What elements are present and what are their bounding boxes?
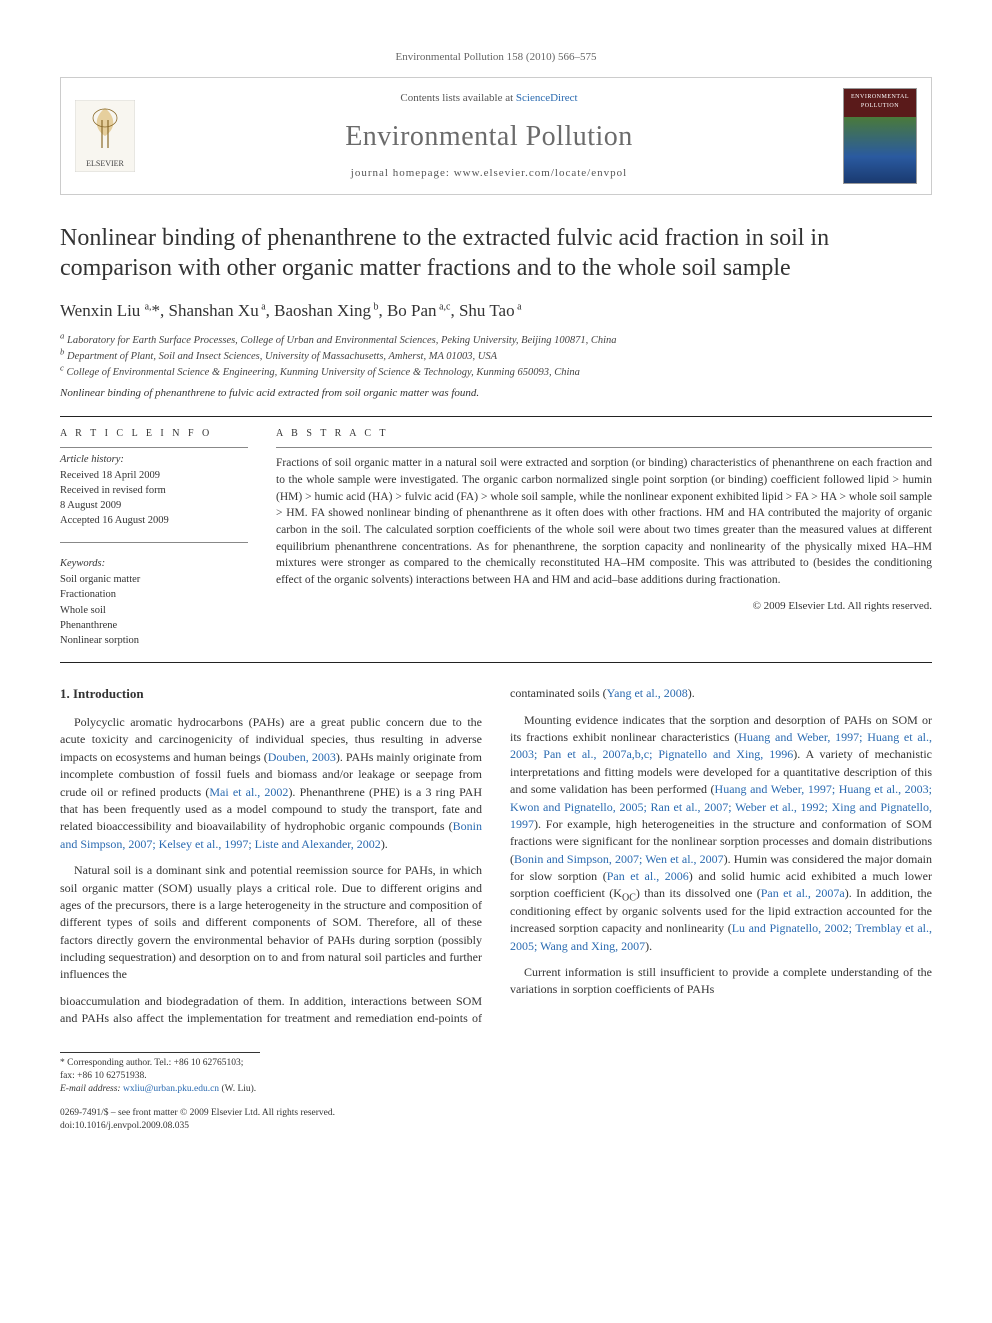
corresponding-author-block: * Corresponding author. Tel.: +86 10 627… <box>60 1052 260 1097</box>
koc-sub: OC <box>622 893 636 904</box>
abstract-rule <box>276 447 932 448</box>
section-1-heading: 1. Introduction <box>60 685 482 704</box>
p4h: ). <box>645 939 652 953</box>
authors-line: Wenxin Liu a,*, Shanshan Xu a, Baoshan X… <box>60 299 932 323</box>
p1d: ). <box>381 837 388 851</box>
cite-pan-2006[interactable]: Pan et al., 2006 <box>607 869 689 883</box>
contents-available-line: Contents lists available at ScienceDirec… <box>153 91 825 106</box>
highlight-statement: Nonlinear binding of phenanthrene to ful… <box>60 386 932 401</box>
abstract-column: A B S T R A C T Fractions of soil organi… <box>276 427 932 648</box>
article-title: Nonlinear binding of phenanthrene to the… <box>60 223 932 283</box>
p5: Current information is still insufficien… <box>510 964 932 999</box>
running-head: Environmental Pollution 158 (2010) 566–5… <box>60 50 932 65</box>
history-line: 8 August 2009 <box>60 498 248 513</box>
keywords-label: Keywords: <box>60 557 248 572</box>
journal-name: Environmental Pollution <box>153 117 825 156</box>
corr-tail: (W. Liu). <box>219 1084 256 1094</box>
elsevier-label: ELSEVIER <box>86 159 124 168</box>
corr-email-link[interactable]: wxliu@urban.pku.edu.cn <box>123 1084 219 1094</box>
article-info-label: A R T I C L E I N F O <box>60 427 248 441</box>
sciencedirect-link[interactable]: ScienceDirect <box>516 92 578 104</box>
cite-mai-2002[interactable]: Mai et al., 2002 <box>209 785 288 799</box>
history-line: Received in revised form <box>60 483 248 498</box>
affiliation-line: c College of Environmental Science & Eng… <box>60 365 932 381</box>
history-label: Article history: <box>60 453 248 468</box>
cite-bonin-wen-2007[interactable]: Bonin and Simpson, 2007; Wen et al., 200… <box>514 852 724 866</box>
email-label: E-mail address: <box>60 1084 123 1094</box>
p3b: ). <box>688 686 695 700</box>
body-two-column: 1. Introduction Polycyclic aromatic hydr… <box>60 685 932 1027</box>
cite-yang-2008[interactable]: Yang et al., 2008 <box>607 686 688 700</box>
cover-label: ENVIRONMENTAL POLLUTION <box>844 89 916 117</box>
affiliation-line: b Department of Plant, Soil and Insect S… <box>60 349 932 365</box>
rule-bottom <box>60 662 932 663</box>
affiliations: a Laboratory for Earth Surface Processes… <box>60 333 932 380</box>
p4f: ) than its dissolved one ( <box>636 886 761 900</box>
history-line: Accepted 16 August 2009 <box>60 513 248 528</box>
cite-douben-2003[interactable]: Douben, 2003 <box>268 750 336 764</box>
contents-prefix: Contents lists available at <box>400 92 515 104</box>
elsevier-logo: ELSEVIER <box>75 100 135 172</box>
journal-cover-thumbnail: ENVIRONMENTAL POLLUTION <box>843 88 917 184</box>
info-rule-2 <box>60 542 248 543</box>
keywords-list: Soil organic matterFractionationWhole so… <box>60 572 248 648</box>
p2: Natural soil is a dominant sink and pote… <box>60 862 482 984</box>
journal-homepage: journal homepage: www.elsevier.com/locat… <box>153 166 825 181</box>
keyword-line: Nonlinear sorption <box>60 633 248 648</box>
corr-line-1: * Corresponding author. Tel.: +86 10 627… <box>60 1057 260 1084</box>
affiliation-line: a Laboratory for Earth Surface Processes… <box>60 333 932 349</box>
keyword-line: Phenanthrene <box>60 618 248 633</box>
copyright-line: © 2009 Elsevier Ltd. All rights reserved… <box>276 599 932 615</box>
keyword-line: Fractionation <box>60 587 248 602</box>
article-info-column: A R T I C L E I N F O Article history: R… <box>60 427 248 648</box>
abstract-label: A B S T R A C T <box>276 427 932 442</box>
issn-line: 0269-7491/$ – see front matter © 2009 El… <box>60 1107 335 1120</box>
keyword-line: Soil organic matter <box>60 572 248 587</box>
keyword-line: Whole soil <box>60 603 248 618</box>
rule-top <box>60 416 932 417</box>
issn-doi-block: 0269-7491/$ – see front matter © 2009 El… <box>60 1107 335 1134</box>
history-lines: Received 18 April 2009Received in revise… <box>60 468 248 529</box>
journal-header-box: ELSEVIER Contents lists available at Sci… <box>60 77 932 195</box>
doi-line: doi:10.1016/j.envpol.2009.08.035 <box>60 1120 335 1133</box>
info-rule-1 <box>60 447 248 448</box>
cite-pan-2007a[interactable]: Pan et al., 2007a <box>761 886 845 900</box>
history-line: Received 18 April 2009 <box>60 468 248 483</box>
abstract-text: Fractions of soil organic matter in a na… <box>276 455 932 588</box>
